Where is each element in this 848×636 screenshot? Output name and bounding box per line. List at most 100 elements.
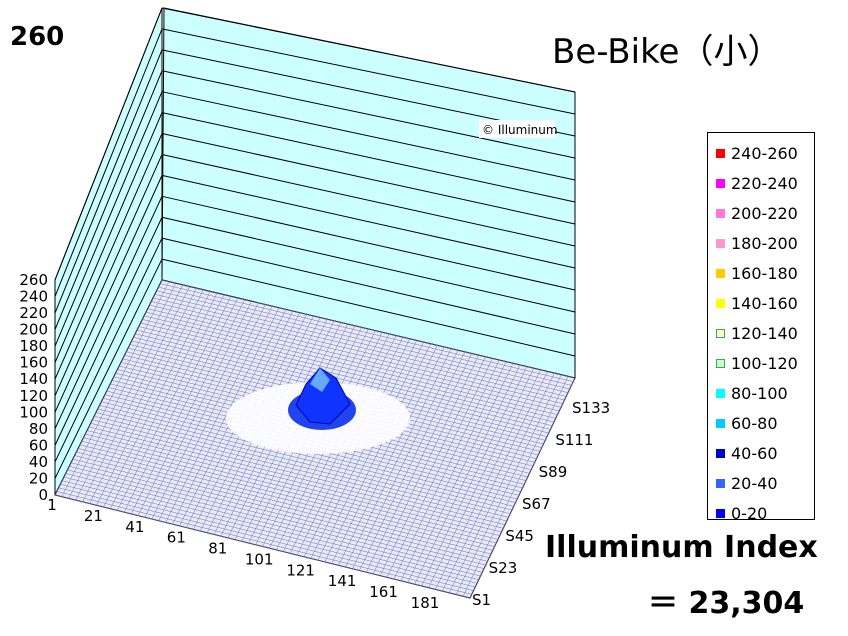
floor-gridline	[449, 372, 555, 593]
legend-swatch	[716, 328, 725, 338]
wall-gridline	[161, 112, 576, 203]
z-tick-label: 140	[19, 370, 48, 388]
chart-title: Be-Bike（小）	[552, 32, 782, 72]
legend-item: 240-260	[708, 138, 814, 168]
peak-top	[310, 368, 330, 392]
floor-gridline	[435, 369, 541, 590]
legend-swatch	[716, 418, 725, 428]
legend-swatch	[716, 478, 725, 488]
x-tick-label: 61	[167, 529, 186, 547]
wall-gridline	[54, 49, 163, 314]
z-tick-label: 20	[29, 469, 48, 487]
floor-grid	[54, 279, 576, 599]
legend-item: 80-100	[708, 378, 814, 408]
legend-swatch	[716, 148, 725, 158]
floor-gridline	[160, 283, 574, 382]
wall-gridline	[161, 195, 576, 291]
legend-label: 40-60	[731, 443, 778, 463]
x-tick-label: 1	[47, 496, 57, 514]
wall-gridline	[161, 237, 576, 335]
wall-gridline	[54, 154, 163, 396]
floor-gridline	[151, 301, 565, 401]
x-tick-label: 101	[245, 550, 274, 568]
wall-gridline	[54, 112, 163, 363]
wall-gridline	[54, 133, 163, 380]
x-tick-label: 141	[328, 572, 357, 590]
legend-item: 180-200	[708, 228, 814, 258]
z-tick-label: 60	[29, 436, 48, 454]
legend-label: 80-100	[731, 383, 788, 403]
legend-item: 120-140	[708, 318, 814, 348]
legend-label: 200-220	[731, 203, 798, 223]
floor-gridline	[414, 364, 521, 585]
legend-label: 220-240	[731, 173, 798, 193]
legend-swatch	[716, 358, 725, 368]
legend-label: 60-80	[731, 413, 778, 433]
legend-label: 120-140	[731, 323, 798, 343]
watermark-text: © Illuminum	[482, 123, 558, 137]
z-tick-label: 180	[19, 337, 48, 355]
floor-gridline	[156, 290, 570, 390]
z-tick-label: 80	[29, 420, 48, 438]
wall-gridline	[161, 153, 576, 247]
y-tick-label: S23	[489, 559, 518, 577]
floor-gridline	[469, 377, 576, 599]
floor-gridline	[145, 312, 560, 412]
wall-gridline	[54, 196, 163, 430]
corner-value: 260	[10, 22, 65, 52]
floor-gridline	[161, 279, 576, 379]
legend-label: 180-200	[731, 233, 798, 253]
z-tick-label: 240	[19, 288, 48, 306]
wall-gridline	[54, 217, 163, 446]
wall-gridline	[161, 258, 576, 357]
z-tick-label: 260	[19, 271, 48, 289]
floor-gridline	[154, 294, 569, 393]
watermark: © Illuminum	[479, 120, 558, 138]
legend-item: 40-60	[708, 438, 814, 468]
floor-gridline	[153, 297, 567, 397]
wall-gridline	[161, 216, 576, 313]
legend-swatch	[716, 178, 725, 188]
wall-gridline	[161, 7, 576, 93]
x-tick-label: 41	[125, 518, 144, 536]
x-tick-label: 181	[411, 594, 440, 612]
surface-peak	[226, 367, 410, 454]
wall-gridline	[54, 91, 163, 347]
y-tick-label: S133	[572, 399, 610, 417]
wall-gridline	[161, 70, 576, 159]
z-tick-label: 220	[19, 304, 48, 322]
legend-item: 0-20	[708, 498, 814, 528]
floor-gridline	[158, 286, 572, 386]
z-tick-label: 160	[19, 354, 48, 372]
wall-gridline	[161, 174, 576, 269]
legend-swatch	[716, 448, 725, 458]
legend-swatch	[716, 238, 725, 248]
z-tick-label: 0	[38, 486, 48, 504]
legend-label: 240-260	[731, 143, 798, 163]
legend: 240-260 220-240 200-220 180-200 160-180 140-1…	[707, 132, 815, 523]
wall-gridline	[54, 237, 163, 463]
wall-gridline	[161, 28, 576, 115]
legend-swatch	[716, 208, 725, 218]
peak-body	[295, 367, 351, 425]
z-tick-label: 100	[19, 403, 48, 421]
legend-label: 20-40	[731, 473, 778, 493]
legend-label: 100-120	[731, 353, 798, 373]
legend-swatch	[716, 298, 725, 308]
legend-item: 200-220	[708, 198, 814, 228]
floor-gridline	[147, 308, 562, 408]
legend-label: 0-20	[731, 503, 768, 523]
wall-gridline	[161, 133, 576, 225]
y-tick-label: S89	[539, 463, 568, 481]
floor-gridline	[149, 304, 563, 404]
wall-gridline	[54, 7, 163, 281]
legend-swatch	[716, 268, 725, 278]
x-tick-label: 81	[208, 540, 227, 558]
legend-item: 20-40	[708, 468, 814, 498]
legend-swatch	[716, 388, 725, 398]
legend-item: 60-80	[708, 408, 814, 438]
legend-item: 160-180	[708, 258, 814, 288]
y-tick-label: S45	[505, 527, 534, 545]
floor-gridline	[144, 315, 558, 415]
